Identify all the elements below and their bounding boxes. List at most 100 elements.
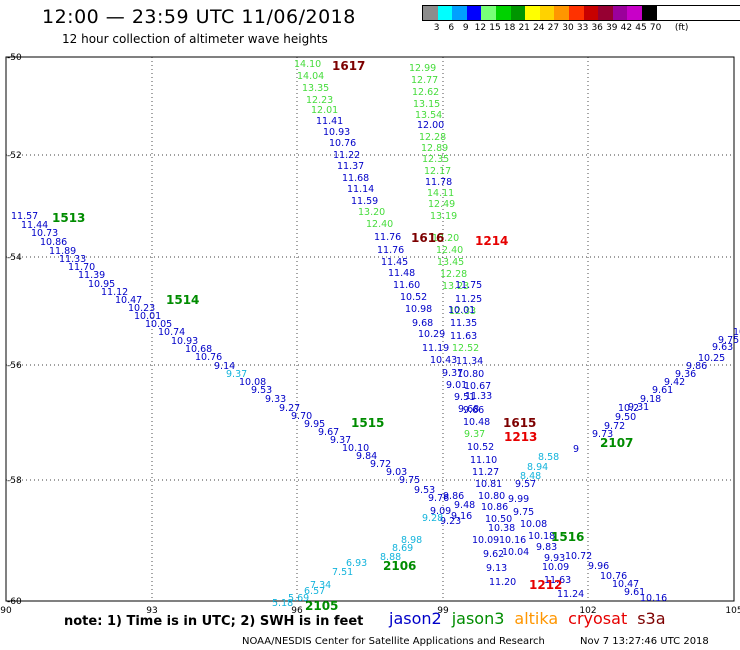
wave-height-value: 10.76	[329, 138, 356, 149]
wave-height-value: 8.98	[401, 535, 422, 546]
wave-height-value: 9.50	[615, 412, 636, 423]
wave-height-value: 9.70	[291, 411, 312, 422]
legend-swatch	[466, 6, 482, 20]
wave-height-value: 9.27	[279, 403, 300, 414]
legend-label: 9	[462, 23, 469, 33]
wave-height-value: 9.23	[440, 516, 461, 527]
wave-height-value: 9.68	[412, 318, 433, 329]
wave-height-value: 9.28	[422, 513, 443, 524]
lon-label: 93	[146, 606, 157, 616]
track-number-label: 1514	[166, 293, 199, 307]
legend-swatch	[423, 6, 438, 20]
legend-swatch	[481, 6, 496, 20]
wave-height-value: 10.23	[733, 327, 740, 338]
wave-height-value: 10.08	[239, 377, 266, 388]
wave-height-value: 9.72	[370, 459, 391, 470]
wave-height-value: 11.39	[78, 270, 105, 281]
wave-height-value: 12.01	[311, 105, 338, 116]
legend-label: 45	[635, 23, 647, 33]
wave-height-value: 9.48	[454, 500, 475, 511]
wave-height-value: 10.68	[185, 344, 212, 355]
lat-label: -50	[7, 53, 22, 63]
wave-height-value: 11.22	[333, 150, 360, 161]
track-number-label: 2107	[600, 436, 633, 450]
wave-height-value: 13.19	[430, 211, 457, 222]
wave-height-value: 10.80	[478, 491, 505, 502]
wave-height-value: 11.78	[425, 177, 452, 188]
track-number-label: 1617	[332, 59, 365, 73]
wave-height-value: 5.18	[272, 598, 293, 609]
wave-height-value: 7.51	[332, 567, 353, 578]
track-number-label: 1515	[351, 416, 384, 430]
wave-height-value: 11.76	[374, 232, 401, 243]
wave-height-value: 12.23	[306, 95, 333, 106]
wave-height-value: 10.08	[520, 519, 547, 530]
map-frame	[5, 56, 735, 602]
wave-height-value: 12.49	[428, 199, 455, 210]
wave-height-value: 11.68	[342, 173, 369, 184]
wave-height-value: 9.75	[399, 475, 420, 486]
legend-labels: 3 6 9 12 15 18 21 24 27 30 33 36 39 42 45 70 (ft)	[422, 21, 740, 33]
wave-height-value: 11.27	[472, 467, 499, 478]
wave-height-value: 9.57	[515, 479, 536, 490]
wave-height-value: 9.31	[628, 402, 649, 413]
lon-label: 90	[0, 606, 12, 616]
wave-height-value: 13.54	[415, 110, 442, 121]
wave-height-value: 9.53	[414, 485, 435, 496]
wave-height-value: 10.18	[528, 531, 555, 542]
wave-height-value: 11.57	[11, 211, 38, 222]
wave-height-value: 9.51	[454, 392, 475, 403]
wave-height-value: 6.93	[346, 558, 367, 569]
legend-swatch	[627, 6, 642, 20]
legend-label: 36	[591, 23, 603, 33]
wave-height-value: 5.69	[288, 593, 309, 604]
wave-height-value: 13.45	[437, 257, 464, 268]
wave-height-value: 9.99	[508, 494, 529, 505]
wave-height-value: 12.62	[412, 87, 439, 98]
wave-height-value: 10.01	[134, 311, 161, 322]
lat-label: -60	[7, 597, 22, 607]
lat-label: -56	[7, 361, 22, 371]
wave-height-value: 12.77	[411, 75, 438, 86]
wave-height-value: 13.20	[358, 207, 385, 218]
wave-height-value: 10.74	[158, 327, 185, 338]
track-number-label: 2106	[383, 559, 416, 573]
wave-height-value: 10.80	[457, 369, 484, 380]
wave-height-value: 9.61	[624, 587, 645, 598]
wave-height-value: 10.38	[488, 523, 515, 534]
wave-height-value: 9.37	[330, 435, 351, 446]
wave-height-value: 6.57	[304, 586, 325, 597]
wave-height-value: 10.73	[31, 228, 58, 239]
wave-height-value: 13.35	[302, 83, 329, 94]
legend-swatch	[554, 6, 569, 20]
legend-swatch	[568, 6, 584, 20]
wave-height-value: 9.33	[265, 394, 286, 405]
wave-height-value: 10.98	[405, 304, 432, 315]
wave-height-value: 10.09	[472, 535, 499, 546]
wave-height-value: 12.28	[440, 269, 467, 280]
legend-label: 70	[649, 23, 662, 33]
wave-height-value: 11.33	[59, 254, 86, 265]
wave-height-value: 10.01	[448, 305, 475, 316]
wave-height-value: 9.53	[251, 385, 272, 396]
legend-swatch	[641, 6, 657, 20]
wave-height-value: 11.37	[337, 161, 364, 172]
wave-height-value: 10.76	[600, 571, 627, 582]
legend-unit: (ft)	[674, 23, 689, 33]
wave-height-value: 10.67	[464, 381, 491, 392]
wave-height-value: 10.10	[342, 443, 369, 454]
wave-height-value: 14.11	[427, 188, 454, 199]
wave-height-value: 7.34	[310, 580, 331, 591]
wave-height-value: 9.13	[486, 563, 507, 574]
wave-height-value: 11.33	[465, 391, 492, 402]
wave-height-value: 9.72	[604, 421, 625, 432]
satellite-name: jason2	[389, 609, 442, 628]
wave-height-value: 12.00	[417, 120, 444, 131]
wave-height-value: 11.19	[422, 343, 449, 354]
track-number-label: 1214	[475, 234, 508, 248]
generated-timestamp: Nov 7 13:27:46 UTC 2018	[580, 636, 709, 647]
lat-label: -58	[7, 476, 22, 486]
wave-height-value: 8.58	[538, 452, 559, 463]
wave-height-value: 12.28	[419, 132, 446, 143]
wave-height-value: 9.96	[588, 561, 609, 572]
